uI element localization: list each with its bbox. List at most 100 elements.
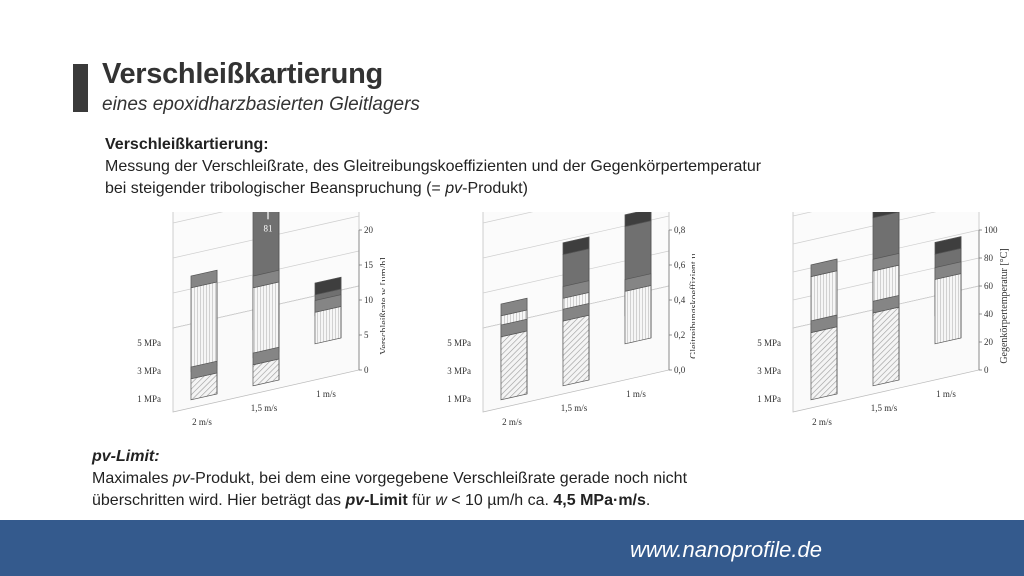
pv-l1-c: -Produkt, bei dem eine vorgegebene Versc… [189,470,688,487]
pv-l1-a: Maximales [92,470,173,487]
bar-top [810,258,838,278]
pv-l2-h: . [645,492,651,509]
y-category-label: 5 MPa [447,338,471,348]
bar-front [562,314,590,387]
bar-top [562,280,590,299]
pv-l2-b: pv [345,492,365,509]
bar-top [562,302,590,322]
pv-limit-heading: pv-Limit: [92,448,160,465]
bar-front [934,273,962,345]
z-tick-label: 10 [364,295,374,305]
bar-top [872,294,900,314]
bar-front [190,281,218,373]
bar-top [314,294,342,313]
y-category-label: 3 MPa [757,366,781,376]
x-category-label: 1,5 m/s [251,403,278,413]
x-category-label: 1,5 m/s [871,403,898,413]
bar [190,360,218,401]
bar-front [624,285,652,345]
bar-front [252,281,280,359]
pv-l2-f: < 10 µm/h ca. [446,492,554,509]
bar [624,273,652,345]
pv-l2-g: 4,5 MPa·m/s [553,492,646,509]
bar-top [190,269,218,289]
bar-top [500,318,528,338]
pv-l2-d: für [407,492,436,509]
bar-top [252,269,280,289]
z-tick-label: 100 [984,225,998,235]
y-category-label: 1 MPa [757,394,781,404]
intro-line-2-pv: pv [445,180,463,197]
y-category-label: 1 MPa [137,394,161,404]
bar-top [810,314,838,334]
bar-front [872,306,900,387]
bar-top [624,273,652,292]
z-axis-label: Gleitreibungskoeffizient µ [689,253,695,359]
z-tick-label: 60 [984,281,994,291]
bar [562,302,590,387]
pv-l1-b: pv [172,470,190,487]
chart-wear-rate: 0 5 10 15 20 Verschleißrate w [µm/h] 2 m/s 1,5 … [85,212,385,442]
chart-counterbody-temperature: 0 20 40 60 80 100 Gegenkörpertemperatur [°C] 2 … [705,212,1015,442]
bar-top [624,212,652,228]
z-tick-label: 80 [984,253,994,263]
z-tick-label: 0,8 [674,225,686,235]
bar-front [314,306,342,345]
bar-top [934,236,962,255]
pv-limit-text: pv-Limit: Maximales pv-Produkt, bei dem … [92,446,687,512]
bar-top [314,276,342,296]
footer-url[interactable]: www.nanoprofile.de [629,537,822,562]
pv-l2-e: w [435,492,447,509]
chart-svg: 0,0 0,2 0,4 0,6 0,8 Gleitreibungskoeffizient … [447,212,695,427]
z-tick-label: 0 [364,365,369,375]
intro-heading: Verschleißkartierung: [105,136,269,153]
x-category-label: 2 m/s [502,417,522,427]
intro-line-2-suffix: -Produkt) [462,180,528,197]
bar-top [872,212,900,219]
bar [810,314,838,401]
bar [190,269,218,373]
bar [314,294,342,345]
bar [500,318,528,401]
y-category-label: 3 MPa [137,366,161,376]
intro-line-2-prefix: bei steigender tribologischer Beanspruch… [105,180,446,197]
pv-limit-line-1: Maximales pv-Produkt, bei dem eine vorge… [92,468,687,490]
intro-line-1: Messung der Verschleißrate, des Gleitrei… [105,158,762,175]
title-accent-bar [73,64,88,112]
z-tick-label: 0 [984,365,989,375]
z-axis-label: Gegenkörpertemperatur [°C] [999,248,1010,363]
y-category-label: 5 MPa [757,338,781,348]
z-tick-label: 0,4 [674,295,686,305]
chart-friction-coefficient: 0,0 0,2 0,4 0,6 0,8 Gleitreibungskoeffizient … [395,212,695,442]
intro-text: Verschleißkartierung: Messung der Versch… [105,134,761,200]
pv-limit-line-2: überschritten wird. Hier beträgt das pv-… [92,490,687,512]
z-tick-label: 15 [364,260,374,270]
footer-bar: www.nanoprofile.de [0,520,1024,576]
y-category-label: 1 MPa [447,394,471,404]
z-tick-label: 0,6 [674,260,686,270]
x-category-label: 1 m/s [936,389,956,399]
bar-top [500,297,528,317]
bar [252,346,280,387]
pv-l2-c: -Limit [364,492,408,509]
x-category-label: 1 m/s [316,389,336,399]
page-title: Verschleißkartierung [102,58,383,90]
x-category-label: 2 m/s [192,417,212,427]
x-category-label: 1 m/s [626,389,646,399]
x-category-label: 1,5 m/s [561,403,588,413]
bar-top [252,346,280,366]
bar-top [190,360,218,380]
bar [934,261,962,345]
bar-top [934,261,962,280]
z-tick-label: 40 [984,309,994,319]
bar [252,269,280,359]
annotation-label: 81 [264,223,273,233]
z-tick-label: 5 [364,330,369,340]
bar-front [810,326,838,401]
bar [872,294,900,387]
chart-svg: 0 20 40 60 80 100 Gegenkörpertemperatur [°C] 2 … [757,212,1010,427]
z-axis-label: Verschleißrate w [µm/h] [379,257,385,354]
bar-top [562,236,590,256]
bar-front [500,330,528,401]
y-category-label: 5 MPa [137,338,161,348]
